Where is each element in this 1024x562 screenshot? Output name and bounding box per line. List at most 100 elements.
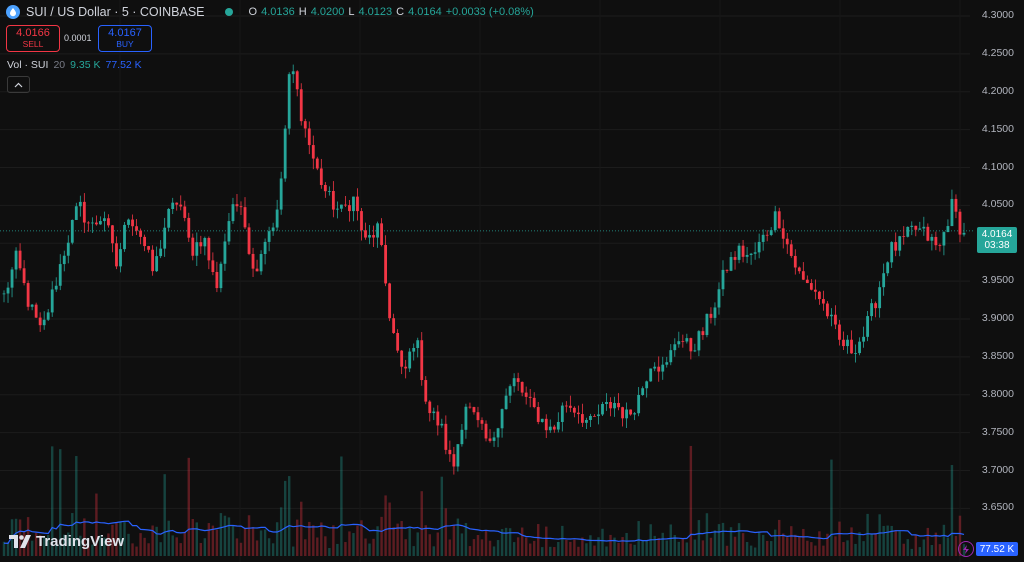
volume-bar [822, 545, 825, 556]
volume-bar [533, 540, 536, 556]
candle-body [219, 263, 223, 289]
volume-bar [641, 540, 644, 556]
volume-bar [500, 529, 504, 556]
candle-body [58, 264, 62, 286]
volume-bar [910, 548, 913, 556]
volume-bar [946, 537, 950, 556]
candle-body [103, 218, 106, 222]
candle-body [368, 235, 371, 238]
volume-bar [878, 514, 881, 556]
candle-body [420, 340, 424, 381]
candle-body [721, 269, 725, 290]
volume-bar [440, 476, 444, 556]
price-tick-label: 4.2000 [981, 84, 1014, 97]
candle-body [171, 202, 175, 210]
candle-body [524, 392, 528, 397]
symbol-title[interactable]: SUI / US Dollar · 5 · COINBASE [26, 5, 205, 19]
candle-body [90, 222, 94, 224]
volume-bar [673, 535, 676, 556]
volume-bar [223, 515, 227, 556]
candle-body [500, 409, 504, 429]
volume-bar [267, 538, 271, 556]
volume-bar [243, 527, 247, 556]
volume-bar [472, 539, 476, 556]
candle-body [918, 228, 922, 230]
volume-bar [834, 536, 837, 556]
volume-bar [761, 534, 765, 556]
candle-body [6, 287, 10, 294]
candle-body [484, 423, 488, 439]
candle-body [227, 221, 231, 242]
volume-bar [428, 534, 431, 556]
volume-bar [468, 546, 472, 556]
candle-body [235, 204, 239, 207]
candle-body [155, 256, 159, 272]
volume-bar [55, 544, 58, 556]
volume-legend[interactable]: Vol · SUI 20 9.35 K 77.52 K [7, 59, 142, 71]
volume-bars [2, 445, 966, 556]
volume-bar [701, 540, 705, 556]
volume-bar [143, 537, 146, 556]
volume-ma-line [3, 520, 965, 545]
buy-button[interactable]: 4.0167 BUY [98, 25, 152, 52]
candle-body [540, 418, 544, 422]
volume-bar [774, 529, 777, 556]
volume-bar [906, 539, 909, 556]
symbol-header[interactable]: SUI / US Dollar · 5 · COINBASE O 4.0136 H… [6, 5, 534, 19]
tradingview-logo[interactable]: TradingView [9, 533, 124, 550]
candle-body [271, 227, 275, 232]
volume-bar [336, 543, 339, 556]
volume-bar [697, 520, 701, 556]
candle-body [54, 285, 58, 290]
volume-bar [769, 541, 773, 556]
candle-body [488, 438, 492, 441]
volume-bar [681, 538, 685, 556]
volume-bar [621, 537, 624, 556]
volume-bar [504, 527, 508, 556]
volume-bar [75, 456, 78, 556]
chevron-up-icon [14, 82, 23, 87]
candle-body [299, 89, 303, 122]
candle-body [508, 386, 512, 396]
volume-bar [609, 534, 612, 556]
volume-bar [227, 517, 231, 556]
candle-body [717, 289, 721, 308]
candle-body [520, 381, 524, 393]
candle-body [432, 411, 436, 414]
volume-bar [613, 537, 616, 556]
candle-body [946, 226, 950, 233]
volume-bar [215, 529, 219, 556]
volume-bar [778, 519, 781, 556]
candle-body [279, 178, 283, 210]
candle-body [693, 350, 697, 352]
candle-body [247, 227, 251, 254]
collapse-legend-button[interactable] [7, 76, 30, 93]
volume-bar [175, 537, 178, 556]
candle-body [785, 238, 789, 245]
volume-bar [304, 539, 307, 556]
candle-body [934, 236, 938, 246]
candle-body [179, 204, 183, 207]
candle-body [303, 121, 307, 129]
candle-body [922, 226, 926, 229]
volume-bar [352, 533, 355, 556]
volume-bar [63, 534, 66, 556]
volume-bar [476, 534, 480, 556]
volume-bar [191, 518, 194, 556]
candle-body [862, 336, 865, 342]
bolt-icon[interactable] [958, 541, 974, 557]
volume-bar [71, 513, 74, 556]
volume-bar [838, 521, 841, 556]
volume-bar [2, 541, 6, 556]
sell-button[interactable]: 4.0166 SELL [6, 25, 60, 52]
volume-bar [524, 537, 528, 556]
spread-value: 0.0001 [64, 33, 92, 43]
candle-body [119, 249, 122, 267]
chart-grid [0, 15, 970, 509]
candle-body [741, 245, 745, 257]
last-price-value: 4.0164 [981, 229, 1013, 240]
volume-bar [384, 495, 387, 556]
volume-bar [139, 533, 142, 556]
volume-bar [408, 526, 411, 556]
